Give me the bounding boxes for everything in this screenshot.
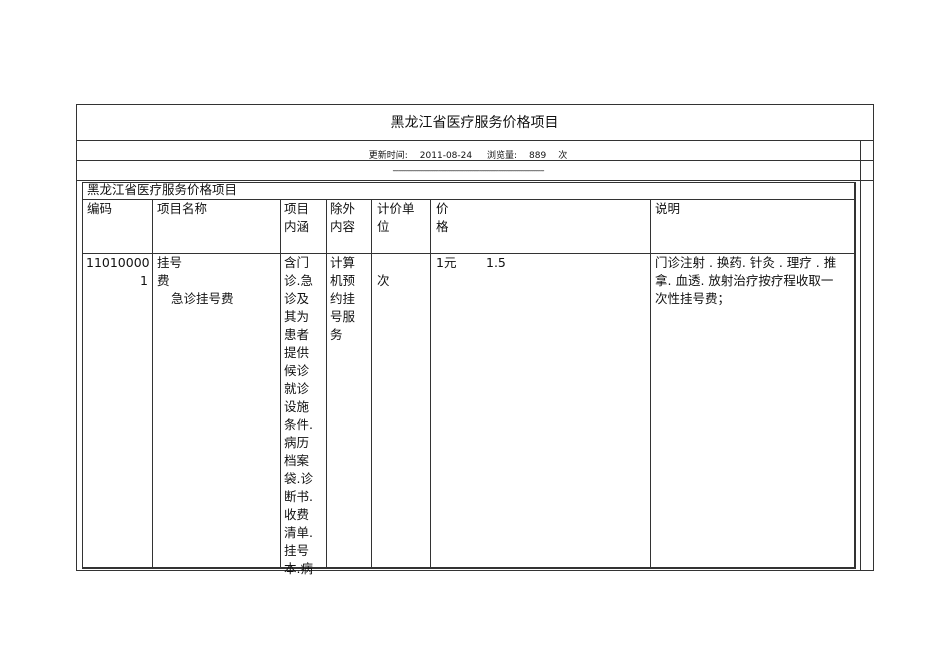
col-divider [371, 199, 372, 568]
content-text: 提供 [284, 345, 310, 360]
row-price-unit: 1元 [436, 255, 457, 270]
content-text: 诊及 [284, 291, 310, 306]
col-divider [430, 199, 431, 568]
content-text: 条件. [284, 417, 313, 432]
header-unit: 计价单位 [377, 200, 415, 236]
name-text: 费 [157, 273, 170, 288]
note-text: 拿. 血透. 放射治疗按疗程收取一 [655, 273, 834, 288]
row-code: 11010000 1 [86, 254, 150, 290]
header-text: 内涵 [284, 219, 310, 234]
content-text: 其为 [284, 309, 310, 324]
table-border [82, 182, 855, 183]
content-text: 收费 [284, 507, 310, 522]
table-border [854, 182, 856, 568]
header-excluded: 除外 内容 [330, 200, 355, 236]
note-text: 次性挂号费； [655, 291, 731, 306]
code-text: 1 [140, 273, 148, 288]
excluded-text: 务 [330, 327, 343, 342]
frame-right [873, 104, 874, 570]
content-text: 病历 [284, 435, 310, 450]
name-text: 挂号 [157, 255, 183, 270]
excluded-text: 约挂 [330, 291, 356, 306]
table-border [82, 199, 855, 200]
views-value: 889 [529, 151, 547, 161]
col-divider [280, 199, 281, 568]
header-text: 内容 [330, 219, 356, 234]
excluded-text: 机预 [330, 273, 356, 288]
header-name: 项目名称 [157, 201, 208, 216]
frame-left [76, 104, 77, 570]
meta-info: 更新时间: 2011-08-24 浏览量: 889 次 [76, 148, 860, 161]
subname-text: 急诊挂号费 [171, 291, 234, 306]
table-caption: 黑龙江省医疗服务价格项目 [87, 182, 238, 197]
content-text: 患者 [284, 327, 310, 342]
divider [860, 140, 861, 570]
content-text: 挂号 [284, 543, 310, 558]
divider [76, 180, 873, 181]
content-text: 档案 [284, 453, 310, 468]
updated-label: 更新时间: [368, 151, 408, 161]
header-note: 说明 [655, 201, 681, 216]
row-content: 含门诊.急诊及其为患者提供候诊就诊设施条件. 病历档案袋.诊断书. 收费清单. 挂号本… [284, 254, 313, 578]
header-text: 位 [377, 219, 390, 234]
col-divider [650, 199, 651, 568]
header-content: 项目 内涵 [284, 200, 309, 236]
content-text: 含门 [284, 255, 310, 270]
separator: ----------------------------------------… [392, 166, 545, 175]
header-text: 除外 [330, 201, 356, 216]
header-text: 计价单 [377, 201, 415, 216]
header-price: 价格 [436, 200, 449, 236]
frame-top [76, 104, 873, 105]
content-text: 袋.诊 [284, 471, 313, 486]
row-name: 挂号费急诊挂号费 [157, 254, 234, 308]
frame-bottom [76, 570, 874, 571]
row-excluded: 计算 机预 约挂 号服务 [330, 254, 355, 344]
code-text: 11010000 [86, 255, 150, 270]
header-text: 格 [436, 219, 449, 234]
col-divider [152, 199, 153, 568]
content-text: 本.病 [284, 561, 313, 576]
content-text: 设施 [284, 399, 310, 414]
updated-value: 2011-08-24 [419, 151, 473, 161]
header-text: 价 [436, 201, 449, 216]
divider [76, 140, 873, 141]
table-border [82, 253, 855, 254]
content-text: 清单. [284, 525, 313, 540]
excluded-text: 号服 [330, 309, 356, 324]
note-text: 门诊注射 . 换药. 针灸 . 理疗 . 推 [655, 255, 837, 270]
excluded-text: 计算 [330, 255, 356, 270]
divider [76, 160, 873, 161]
views-label: 浏览量: [486, 151, 518, 161]
content-text: 诊.急 [284, 273, 313, 288]
table-border [82, 182, 83, 568]
row-price-value: 1.5 [486, 255, 506, 270]
row-note: 门诊注射 . 换药. 针灸 . 理疗 . 推拿. 血透. 放射治疗按疗程收取一次… [655, 254, 836, 308]
header-code: 编码 [87, 201, 113, 216]
content-text: 断书. [284, 489, 313, 504]
content-text: 候诊 [284, 363, 310, 378]
row-unit: 次 [377, 273, 390, 288]
page-title: 黑龙江省医疗服务价格项目 [390, 115, 559, 131]
header-text: 项目 [284, 201, 310, 216]
col-divider [326, 199, 327, 568]
views-unit: 次 [558, 151, 568, 161]
table-border [82, 567, 856, 569]
content-text: 就诊 [284, 381, 310, 396]
